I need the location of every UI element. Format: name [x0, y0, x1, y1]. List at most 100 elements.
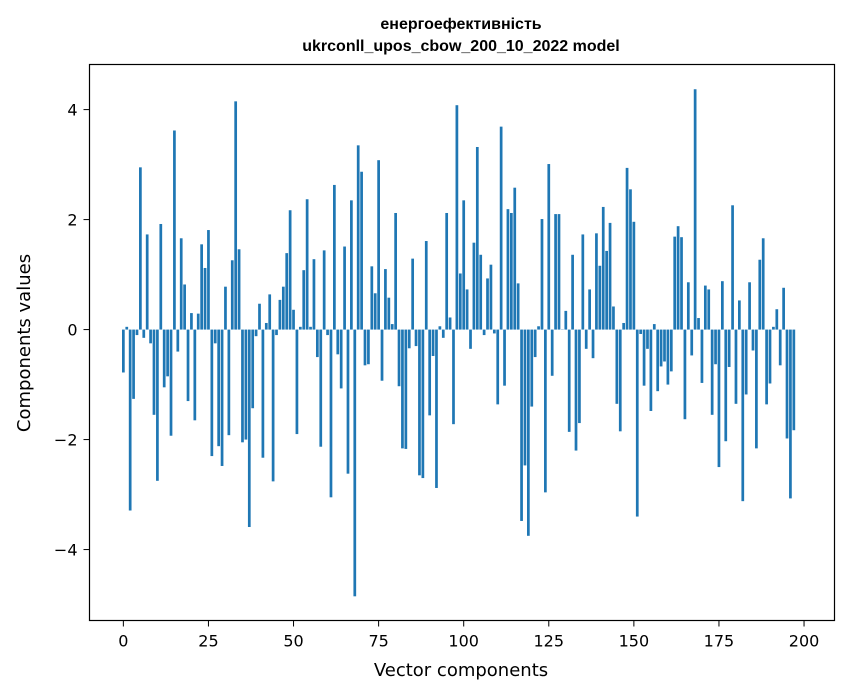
bar: [292, 309, 295, 330]
bar: [224, 286, 227, 330]
bar: [384, 269, 387, 330]
bar: [785, 329, 789, 439]
bar: [176, 329, 180, 352]
bar: [465, 289, 469, 330]
bar: [520, 329, 523, 521]
bar: [322, 250, 326, 330]
bar: [523, 329, 527, 466]
bar: [363, 329, 367, 366]
bar: [669, 329, 673, 372]
bar: [554, 214, 557, 330]
bar: [479, 254, 483, 330]
bar: [714, 329, 717, 365]
bar: [588, 289, 591, 330]
bar: [472, 242, 476, 330]
bar: [200, 244, 203, 330]
bar: [196, 313, 200, 330]
bar: [717, 329, 721, 468]
bar: [159, 223, 163, 330]
bar: [567, 329, 571, 432]
bar: [397, 329, 401, 387]
bar: [584, 329, 588, 349]
bar: [482, 329, 486, 336]
bar: [438, 326, 442, 330]
bar: [564, 310, 568, 330]
bar: [179, 238, 183, 330]
bar: [744, 329, 748, 395]
plot-frame: [88, 63, 836, 622]
bar: [469, 329, 472, 349]
bar: [407, 329, 411, 349]
bar: [424, 241, 428, 330]
bar: [169, 329, 173, 436]
bar: [622, 322, 626, 330]
x-tick-label: 150: [619, 632, 650, 651]
bar: [486, 278, 489, 330]
bar: [315, 329, 319, 358]
bar: [271, 329, 275, 482]
bar: [128, 329, 132, 511]
bar: [367, 329, 370, 365]
bar: [166, 329, 169, 377]
bar: [751, 329, 755, 351]
bar: [601, 206, 605, 330]
bar: [183, 284, 186, 330]
bar: [738, 300, 741, 330]
bar: [288, 210, 292, 330]
bar: [700, 329, 704, 383]
bar: [516, 283, 520, 330]
bar: [373, 293, 377, 330]
bar: [193, 329, 197, 421]
bar: [496, 329, 500, 405]
bar: [727, 329, 731, 367]
bar: [509, 212, 513, 330]
bar: [578, 329, 581, 424]
y-tick-label: −4: [54, 541, 78, 560]
bar: [639, 329, 643, 334]
bar: [690, 329, 694, 356]
bar: [489, 264, 493, 330]
bar: [731, 205, 734, 330]
bar: [513, 187, 517, 330]
x-axis-ticks: 0 25 50 75 100 125 150 175 200: [118, 620, 819, 651]
bar: [234, 101, 238, 330]
bar: [506, 209, 510, 330]
bar: [629, 189, 632, 330]
bar: [220, 329, 224, 466]
bar: [673, 236, 677, 330]
bar: [707, 289, 711, 330]
bar: [411, 258, 415, 330]
y-tick-label: 4: [67, 101, 77, 120]
bar: [353, 329, 357, 597]
bar: [761, 238, 765, 330]
y-tick-label: −2: [54, 431, 78, 450]
bar: [782, 287, 785, 330]
bar: [431, 329, 435, 356]
y-axis-ticks: −4 −2 0 2 4: [54, 101, 90, 560]
bar: [697, 318, 700, 330]
bar: [772, 326, 775, 330]
bar: [557, 214, 561, 330]
bar: [149, 329, 152, 344]
bar: [792, 329, 796, 431]
bar: [142, 329, 146, 338]
bar: [605, 250, 608, 330]
bar: [264, 322, 268, 330]
bar: [598, 265, 602, 330]
bar: [360, 171, 363, 330]
x-tick-label: 75: [368, 632, 388, 651]
bar: [190, 313, 193, 330]
bar: [309, 326, 312, 330]
bar: [475, 146, 479, 330]
bar: [237, 249, 241, 330]
bar: [247, 329, 251, 528]
bar: [404, 329, 408, 449]
bar: [298, 326, 302, 330]
bar: [125, 326, 129, 330]
bar: [527, 329, 530, 536]
bar: [499, 126, 503, 330]
bar: [452, 329, 455, 425]
bar: [152, 329, 156, 415]
bar: [724, 329, 728, 442]
